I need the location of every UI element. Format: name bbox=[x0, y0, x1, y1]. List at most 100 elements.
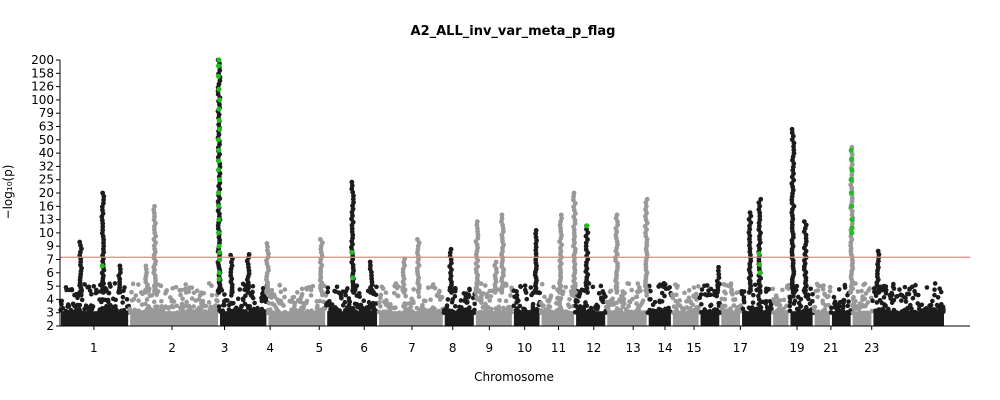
data-point bbox=[924, 285, 930, 290]
data-point bbox=[153, 304, 158, 310]
data-point bbox=[159, 298, 164, 304]
x-tick-label: 14 bbox=[657, 341, 672, 355]
data-point bbox=[623, 307, 629, 312]
peak-point bbox=[571, 197, 576, 203]
chromosome-1-points bbox=[58, 281, 132, 326]
data-point bbox=[343, 292, 348, 298]
y-tick-label: 200 bbox=[31, 53, 54, 67]
data-point bbox=[765, 308, 771, 314]
data-point bbox=[538, 300, 544, 306]
data-point bbox=[325, 285, 331, 291]
peak-point bbox=[215, 91, 221, 97]
data-point bbox=[751, 292, 756, 298]
peak-12 bbox=[367, 259, 375, 295]
peak-point bbox=[757, 217, 763, 223]
chromosome-6-band bbox=[379, 311, 443, 326]
data-point bbox=[687, 306, 693, 311]
data-point bbox=[614, 300, 619, 306]
data-point bbox=[221, 299, 227, 304]
x-axis-title: Chromosome bbox=[474, 370, 554, 384]
data-point bbox=[890, 284, 896, 289]
data-point bbox=[453, 303, 458, 309]
data-point bbox=[180, 305, 186, 311]
x-tick-label: 17 bbox=[733, 341, 748, 355]
data-point bbox=[619, 294, 625, 299]
data-point bbox=[820, 298, 825, 304]
highlight-point bbox=[217, 126, 223, 132]
data-point bbox=[308, 293, 314, 298]
data-point bbox=[518, 284, 524, 289]
peak-point bbox=[533, 228, 539, 233]
highlight-point bbox=[217, 97, 223, 103]
data-point bbox=[702, 283, 707, 289]
data-point bbox=[446, 308, 452, 313]
highlight-point bbox=[849, 167, 855, 173]
data-point bbox=[100, 306, 105, 311]
data-point bbox=[776, 306, 782, 312]
data-point bbox=[522, 283, 528, 288]
data-point bbox=[932, 281, 938, 286]
peak-25 bbox=[714, 264, 722, 295]
data-point bbox=[862, 281, 868, 287]
data-point bbox=[430, 282, 436, 287]
data-point bbox=[539, 281, 545, 287]
highlight-point bbox=[757, 262, 763, 268]
data-point bbox=[120, 300, 125, 305]
data-point bbox=[348, 306, 354, 311]
peak-13 bbox=[400, 256, 408, 295]
data-point bbox=[722, 303, 728, 309]
data-point bbox=[820, 309, 825, 315]
peak-21 bbox=[571, 190, 578, 295]
data-point bbox=[621, 299, 626, 304]
data-point bbox=[563, 284, 568, 290]
data-point bbox=[690, 310, 696, 315]
highlight-point bbox=[216, 203, 222, 209]
data-point bbox=[437, 309, 443, 315]
data-point bbox=[130, 281, 136, 287]
data-point bbox=[931, 307, 937, 313]
peak-point bbox=[100, 200, 106, 206]
y-tick-label: 6 bbox=[46, 266, 54, 280]
data-point bbox=[299, 291, 305, 297]
data-point bbox=[485, 304, 491, 310]
data-point bbox=[276, 299, 281, 305]
data-point bbox=[387, 309, 393, 315]
x-tick-label: 10 bbox=[517, 341, 532, 355]
data-point bbox=[366, 307, 372, 312]
data-point bbox=[66, 310, 71, 315]
chromosome-11-points bbox=[572, 281, 609, 326]
data-point bbox=[173, 284, 179, 290]
data-point bbox=[820, 287, 826, 292]
data-point bbox=[837, 303, 842, 309]
data-point bbox=[553, 310, 558, 315]
data-point bbox=[739, 291, 745, 297]
data-point bbox=[89, 291, 94, 297]
chromosome-15-band bbox=[700, 311, 720, 326]
peak-point bbox=[758, 196, 764, 202]
data-point bbox=[882, 309, 888, 315]
peak-point bbox=[789, 126, 795, 132]
data-point bbox=[764, 305, 770, 310]
data-point bbox=[221, 302, 227, 308]
y-tick-label: 16 bbox=[39, 199, 54, 213]
data-point bbox=[528, 285, 534, 290]
data-point bbox=[776, 298, 781, 304]
highlight-point bbox=[848, 147, 854, 153]
peak-point bbox=[571, 190, 577, 196]
data-point bbox=[317, 298, 323, 304]
data-point bbox=[86, 306, 92, 312]
y-tick-label: 5 bbox=[46, 279, 54, 293]
data-point bbox=[147, 293, 153, 299]
data-point bbox=[768, 302, 774, 308]
data-point bbox=[781, 306, 787, 311]
data-point bbox=[187, 305, 193, 311]
chromosome-20-band bbox=[814, 311, 830, 326]
data-point bbox=[275, 310, 281, 315]
data-point bbox=[487, 298, 493, 303]
data-point bbox=[136, 282, 141, 287]
data-point bbox=[732, 297, 738, 302]
data-point bbox=[206, 300, 212, 305]
highlight-point bbox=[216, 177, 222, 183]
data-point bbox=[530, 301, 536, 307]
